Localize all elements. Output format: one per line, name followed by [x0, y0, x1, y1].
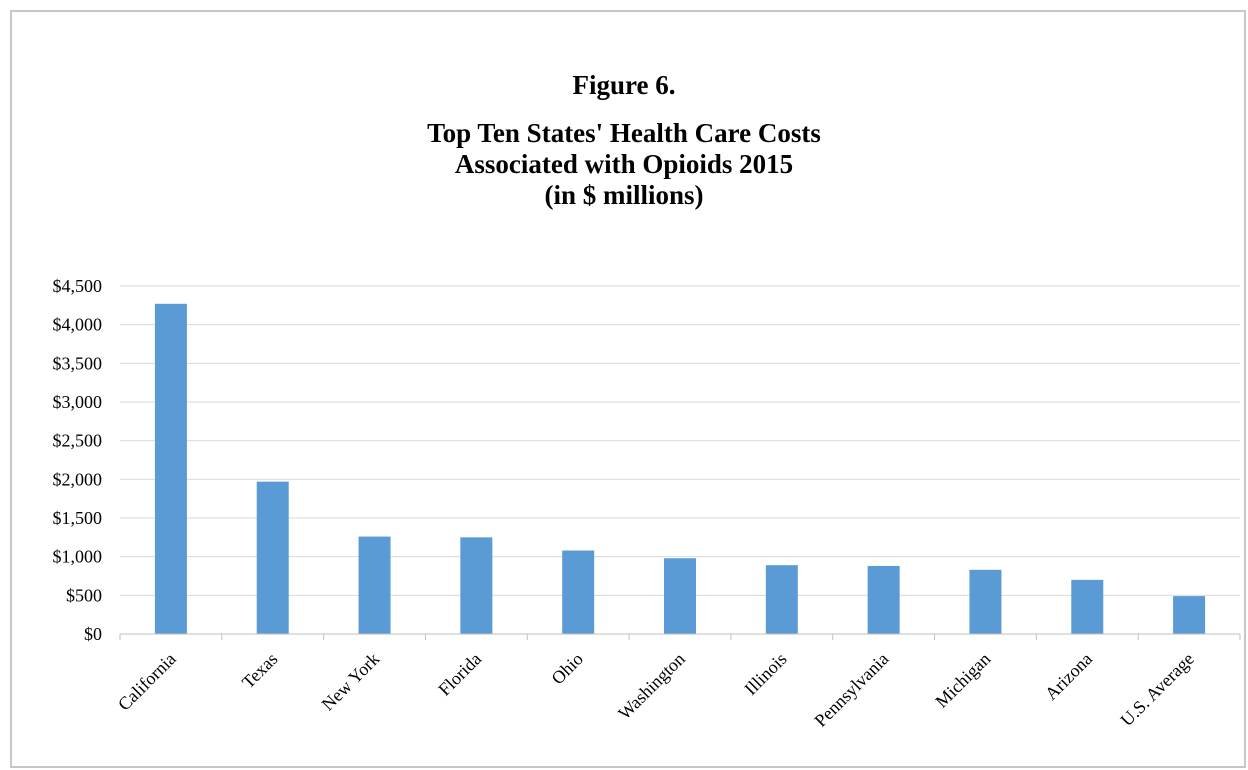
bars: [154, 303, 1206, 634]
bar: [358, 536, 391, 634]
x-tick-label: Texas: [238, 649, 282, 693]
x-tick-label: California: [114, 649, 180, 715]
figure-label: Figure 6.: [572, 70, 676, 100]
bar: [460, 537, 493, 634]
x-tick-label: Florida: [434, 649, 485, 700]
x-tick-label: New York: [318, 649, 384, 715]
axes: [119, 633, 1241, 640]
bar: [256, 481, 289, 634]
bar: [562, 550, 595, 634]
x-tick-label: U.S. Average: [1116, 649, 1197, 730]
y-tick-label: $3,000: [53, 392, 103, 412]
bar: [1173, 596, 1206, 634]
bar: [664, 558, 696, 634]
x-tick-label: Pennsylvania: [810, 649, 892, 731]
bar: [1071, 579, 1104, 634]
axis-labels: $0 $500 $1,000 $1,500 $2,000 $2,500 $3,000 $3,5…: [53, 276, 1198, 731]
y-tick-label: $3,500: [53, 353, 103, 373]
chart-title-line-1: Top Ten States' Health Care Costs: [427, 118, 821, 148]
gridlines: [120, 285, 1240, 596]
y-tick-label: $500: [66, 585, 102, 605]
bar: [969, 569, 1002, 634]
bar: [765, 565, 798, 634]
x-tick-label: Illinois: [740, 649, 790, 699]
y-tick-label: $1,000: [53, 547, 103, 567]
chart-title: Top Ten States' Health Care Costs Associ…: [0, 118, 1248, 211]
x-tick-label: Washington: [614, 649, 689, 724]
chart-title-line-2: Associated with Opioids 2015: [454, 149, 794, 179]
chart-title-line-3: (in $ millions): [544, 180, 704, 210]
y-tick-label: $4,000: [53, 315, 103, 335]
y-tick-label: $2,500: [53, 431, 103, 451]
y-tick-label: $0: [84, 624, 102, 644]
x-tick-label: Arizona: [1041, 649, 1096, 704]
x-tick-label: Ohio: [547, 649, 587, 689]
y-tick-label: $4,500: [53, 276, 103, 296]
bar: [154, 303, 187, 634]
bar: [867, 565, 900, 634]
y-tick-label: $2,000: [53, 469, 103, 489]
x-tick-label: Michigan: [931, 649, 994, 712]
chart-frame: [10, 10, 1246, 768]
y-tick-label: $1,500: [53, 508, 103, 528]
